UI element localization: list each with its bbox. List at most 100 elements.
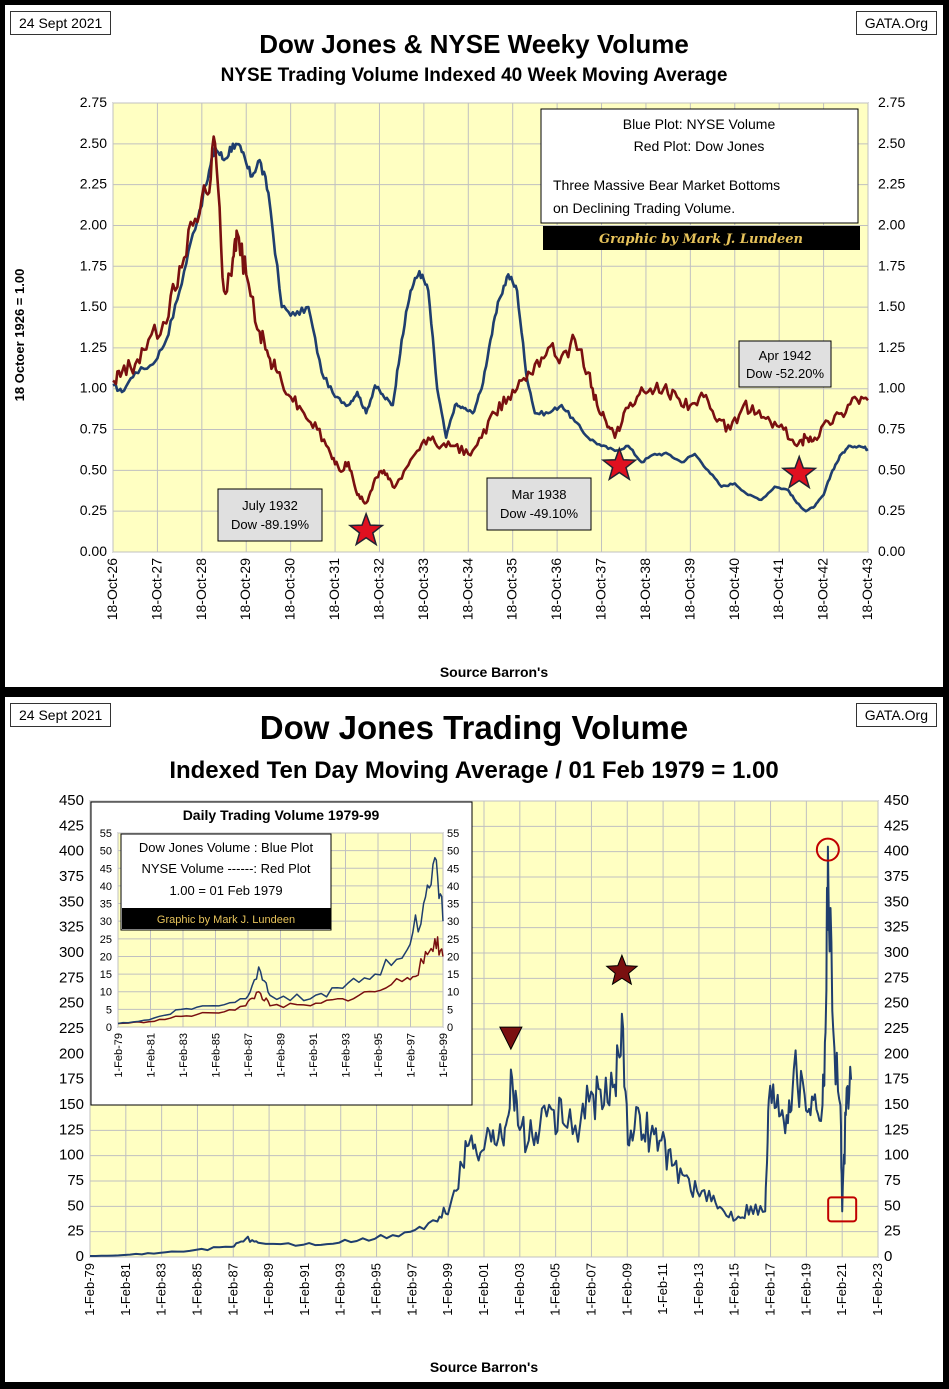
top-xtick: 18-Oct-40 bbox=[726, 558, 742, 620]
inset-xtick: 1-Feb-89 bbox=[276, 1033, 288, 1078]
top-xtick: 18-Oct-38 bbox=[637, 558, 653, 620]
inset-ytick-left: 15 bbox=[100, 969, 112, 981]
dow-jones-line bbox=[112, 135, 869, 505]
inset-ytick-left: 0 bbox=[106, 1022, 112, 1034]
square-marker bbox=[827, 1196, 858, 1223]
bottom-source-label: Source Barron's bbox=[430, 1359, 539, 1375]
legend-note-2: on Declining Trading Volume. bbox=[553, 200, 735, 216]
top-ytick-right: 0.75 bbox=[878, 421, 905, 437]
top-xtick: 18-Oct-33 bbox=[415, 558, 431, 620]
top-chart-svg: 0.00 0.25 0.50 0.75 1.00 1.25 1.50 1.75 2.00 2.25… bbox=[12, 94, 905, 680]
bottom-xtick: 1-Feb-01 bbox=[476, 1263, 491, 1316]
bottom-ytick-right: 125 bbox=[884, 1121, 909, 1138]
top-ytick-right: 0.50 bbox=[878, 461, 905, 477]
inset-ytick-right: 25 bbox=[447, 934, 459, 946]
top-ytick-left: 2.50 bbox=[80, 135, 107, 151]
bottom-xtick: 1-Feb-19 bbox=[798, 1263, 813, 1316]
top-ytick-left: 1.75 bbox=[80, 257, 107, 273]
bottom-ytick-left: 425 bbox=[59, 817, 84, 834]
bottom-ytick-right: 150 bbox=[884, 1096, 909, 1113]
inset-dow-line bbox=[117, 856, 444, 1025]
top-legend-box: Blue Plot: NYSE Volume Red Plot: Dow Jon… bbox=[540, 108, 860, 250]
inset-xtick: 1-Feb-81 bbox=[146, 1033, 158, 1078]
bottom-ytick-left: 200 bbox=[59, 1045, 84, 1062]
inset-ytick-left: 20 bbox=[100, 951, 112, 963]
top-xtick: 18-Oct-26 bbox=[104, 558, 120, 620]
inset-ytick-left: 10 bbox=[100, 987, 112, 999]
top-ytick-right: 2.75 bbox=[878, 94, 905, 110]
top-xtick: 18-Oct-41 bbox=[770, 558, 786, 620]
bottom-xtick: 1-Feb-79 bbox=[82, 1263, 97, 1316]
bottom-chart-panel: 24 Sept 2021 GATA.Org Dow Jones Trading … bbox=[5, 697, 943, 1382]
top-chart-panel: 24 Sept 2021 GATA.Org Dow Jones & NYSE W… bbox=[5, 5, 943, 687]
bottom-xtick: 1-Feb-15 bbox=[727, 1263, 742, 1316]
bottom-ytick-left: 450 bbox=[59, 792, 84, 809]
bottom-xtick: 1-Feb-97 bbox=[404, 1263, 419, 1316]
top-source-label: Source Barron's bbox=[440, 664, 549, 680]
bottom-xtick: 1-Feb-93 bbox=[333, 1263, 348, 1316]
top-ytick-left: 0.75 bbox=[80, 421, 107, 437]
inset-xtick: 1-Feb-93 bbox=[341, 1033, 353, 1078]
bottom-ytick-right: 325 bbox=[884, 919, 909, 936]
inset-ytick-left: 35 bbox=[100, 899, 112, 911]
top-date-stamp: 24 Sept 2021 bbox=[10, 11, 112, 35]
top-ytick-left: 1.00 bbox=[80, 380, 107, 396]
top-xtick: 18-Oct-31 bbox=[326, 558, 342, 620]
inset-ytick-right: 0 bbox=[447, 1022, 453, 1034]
inset-ytick-left: 25 bbox=[100, 934, 112, 946]
top-ytick-left: 2.00 bbox=[80, 216, 107, 232]
bottom-ytick-left: 350 bbox=[59, 893, 84, 910]
bottom-xtick: 1-Feb-09 bbox=[619, 1263, 634, 1316]
annotation-mar-1938: Mar 1938 Dow -49.10% bbox=[486, 477, 592, 531]
annotation-july-1932-pct: Dow -89.19% bbox=[231, 517, 309, 532]
top-ytick-right: 1.00 bbox=[878, 380, 905, 396]
top-ytick-left: 1.25 bbox=[80, 339, 107, 355]
nyse-volume-line bbox=[112, 142, 869, 513]
inset-xtick: 1-Feb-97 bbox=[406, 1033, 418, 1078]
inset-ytick-right: 20 bbox=[447, 951, 459, 963]
bottom-ytick-right: 250 bbox=[884, 995, 909, 1012]
bottom-date-stamp: 24 Sept 2021 bbox=[10, 703, 112, 727]
legend-red-plot: Red Plot: Dow Jones bbox=[634, 138, 765, 154]
top-ytick-left: 0.50 bbox=[80, 461, 107, 477]
bottom-chart-title: Dow Jones Trading Volume bbox=[259, 709, 689, 746]
annotation-apr-1942-pct: Dow -52.20% bbox=[746, 366, 824, 381]
bottom-ytick-left: 250 bbox=[59, 995, 84, 1012]
top-ytick-left: 2.75 bbox=[80, 94, 107, 110]
bottom-ytick-left: 25 bbox=[67, 1223, 84, 1240]
bottom-xtick: 1-Feb-11 bbox=[655, 1263, 670, 1315]
annotation-july-1932-date: July 1932 bbox=[242, 498, 298, 513]
star-marker bbox=[601, 446, 638, 481]
bottom-xtick: 1-Feb-83 bbox=[154, 1263, 169, 1316]
inset-credit: Graphic by Mark J. Lundeen bbox=[157, 914, 295, 926]
top-xtick: 18-Oct-39 bbox=[681, 558, 697, 620]
inset-ytick-left: 55 bbox=[100, 828, 112, 840]
inset-xtick: 1-Feb-95 bbox=[373, 1033, 385, 1078]
top-ytick-right: 2.50 bbox=[878, 135, 905, 151]
bottom-ytick-right: 375 bbox=[884, 868, 909, 885]
bottom-xtick: 1-Feb-91 bbox=[297, 1263, 312, 1316]
bottom-ytick-left: 175 bbox=[59, 1071, 84, 1088]
bottom-ytick-right: 25 bbox=[884, 1223, 901, 1240]
top-ytick-right: 0.00 bbox=[878, 543, 905, 559]
annotation-apr-1942: Apr 1942 Dow -52.20% bbox=[738, 340, 832, 388]
top-chart-title: Dow Jones & NYSE Weeky Volume bbox=[259, 29, 689, 59]
bottom-xtick: 1-Feb-89 bbox=[261, 1263, 276, 1316]
inset-ytick-right: 40 bbox=[447, 881, 459, 893]
inset-title: Daily Trading Volume 1979-99 bbox=[183, 807, 380, 823]
bottom-ytick-left: 300 bbox=[59, 944, 84, 961]
bottom-ytick-right: 175 bbox=[884, 1071, 909, 1088]
bottom-xtick: 1-Feb-07 bbox=[583, 1263, 598, 1316]
top-xtick: 18-Oct-29 bbox=[237, 558, 253, 620]
top-ytick-right: 1.25 bbox=[878, 339, 905, 355]
annotation-mar-1938-date: Mar 1938 bbox=[512, 487, 567, 502]
triangle-marker bbox=[499, 1026, 523, 1051]
bottom-ytick-left: 375 bbox=[59, 868, 84, 885]
bottom-ytick-left: 50 bbox=[67, 1197, 84, 1214]
inset-ytick-left: 5 bbox=[106, 1004, 112, 1016]
bottom-xtick: 1-Feb-23 bbox=[870, 1263, 885, 1316]
top-ytick-right: 2.00 bbox=[878, 216, 905, 232]
top-xtick: 18-Oct-36 bbox=[548, 558, 564, 620]
legend-note-1: Three Massive Bear Market Bottoms bbox=[553, 177, 780, 193]
bottom-xtick: 1-Feb-05 bbox=[548, 1263, 563, 1316]
